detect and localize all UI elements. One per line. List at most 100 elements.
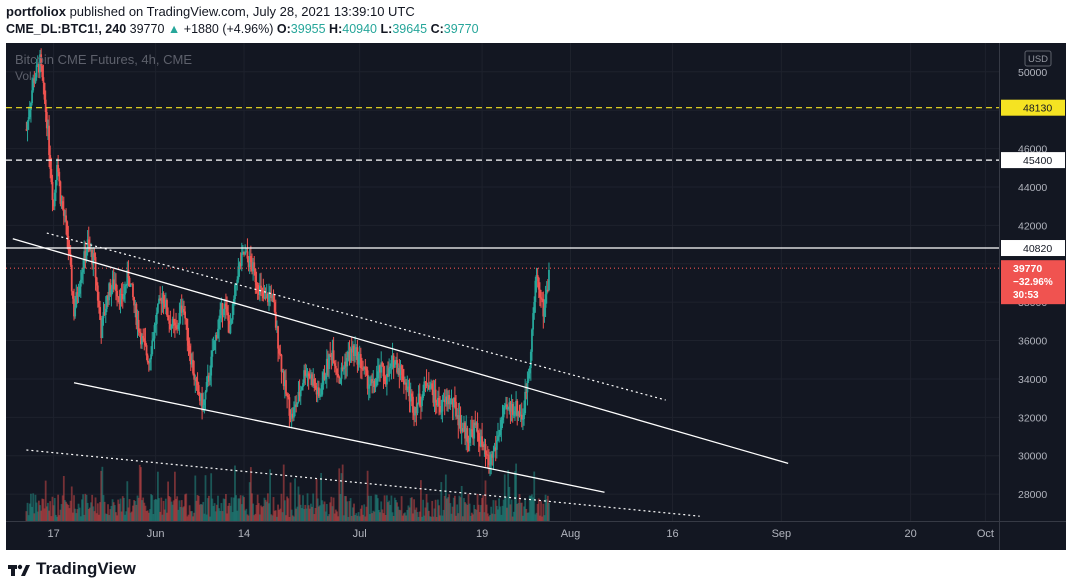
candle-body: [421, 398, 423, 407]
volume-bar: [446, 498, 448, 521]
candle-body: [230, 319, 233, 324]
candle-body: [167, 315, 169, 321]
volume-bar: [414, 509, 417, 521]
volume-bar: [514, 471, 516, 521]
volume-bar: [397, 506, 400, 521]
high-value: 40940: [342, 22, 378, 36]
volume-bar: [332, 497, 335, 521]
candle-body: [32, 78, 35, 91]
volume-bar: [529, 495, 532, 521]
candle-body: [249, 256, 252, 263]
candle-body: [325, 358, 328, 376]
volume-bar: [62, 475, 65, 521]
volume-bar: [359, 508, 362, 521]
volume-bar: [42, 499, 45, 521]
candle-body: [461, 428, 464, 432]
candle-body: [416, 403, 419, 414]
drawings: [6, 107, 999, 517]
candle-body: [127, 269, 130, 278]
volume-bar: [167, 481, 169, 521]
volume-bar: [212, 505, 215, 521]
candle-body: [135, 303, 138, 325]
volume-bar: [475, 509, 478, 521]
volume-bar: [346, 501, 349, 521]
volume-bar: [60, 504, 63, 521]
volume-bar: [443, 495, 446, 521]
candle-body: [136, 319, 139, 325]
volume-bar: [74, 508, 77, 521]
volume-bar: [278, 509, 281, 521]
candle-body: [53, 192, 56, 207]
candle-body: [211, 350, 214, 357]
x-tick-label: 17: [47, 528, 59, 540]
candle-body: [219, 309, 222, 319]
candle-body: [196, 381, 199, 386]
volume-bar: [161, 514, 164, 521]
volume-bar: [452, 497, 455, 521]
candle-body: [482, 445, 485, 447]
candle-body: [128, 277, 131, 287]
candle-body: [273, 302, 276, 312]
candle-body: [76, 292, 79, 297]
candle-body: [31, 90, 33, 103]
candle-body: [192, 359, 194, 374]
volume-bar: [260, 505, 262, 521]
candle-body: [134, 303, 137, 306]
volume-bar: [48, 510, 50, 521]
volume-bar: [407, 505, 410, 521]
candle-body: [238, 262, 241, 267]
volume-bar: [515, 463, 518, 521]
price-chart[interactable]: 2800030000320003400036000380004000042000…: [6, 43, 1066, 550]
volume-bar: [121, 496, 124, 521]
candle-body: [163, 303, 166, 308]
volume-bar: [285, 515, 287, 521]
volume-bar: [337, 516, 340, 521]
candle-body: [448, 395, 451, 405]
candle-body: [222, 308, 225, 316]
volume-bar: [508, 486, 511, 521]
level-badge-label: 40820: [1023, 243, 1052, 255]
volume-bar: [268, 503, 270, 521]
volume-bar: [201, 504, 204, 521]
candle-body: [62, 208, 65, 216]
volume-bar: [519, 502, 522, 521]
candle-body: [297, 391, 300, 403]
candle-body: [450, 398, 453, 400]
volume-bar: [477, 504, 480, 521]
volume-bar: [184, 494, 187, 521]
candle-body: [307, 373, 310, 377]
volume-bar: [362, 514, 364, 521]
last-price-value: 39770: [1013, 263, 1042, 275]
candle-body: [453, 397, 456, 402]
candle-body: [370, 379, 372, 385]
volume-bar: [133, 500, 135, 521]
candle-body: [111, 279, 114, 290]
currency-badge[interactable]: USD: [1028, 54, 1048, 65]
time-axis: 17 Jun 14 Jul 19 Aug 16 Sep 20 Oct: [6, 521, 1066, 540]
candle-body: [299, 389, 302, 397]
candle-body: [81, 272, 83, 280]
volume-bar: [341, 464, 344, 521]
volume-bar: [323, 501, 326, 521]
x-tick-label: 16: [666, 528, 678, 540]
candle-body: [320, 394, 323, 396]
currency-badge-frame[interactable]: [1024, 50, 1052, 67]
volume-bar: [175, 498, 177, 521]
volume-bar: [425, 493, 428, 521]
volume-bar: [105, 514, 108, 521]
volume-bar: [546, 495, 549, 521]
volume-bar: [336, 511, 338, 521]
volume-bar: [303, 509, 306, 521]
volume-bar: [101, 466, 104, 521]
candle-body: [129, 283, 132, 287]
volume-bar: [197, 496, 200, 521]
volume-bar: [53, 498, 56, 521]
author-name[interactable]: portfoliox: [6, 4, 66, 19]
volume-bar: [347, 516, 350, 521]
candle-body: [98, 300, 100, 308]
candle-body: [349, 348, 352, 361]
candle-body: [310, 374, 312, 379]
volume-bar: [436, 499, 439, 521]
chart-area[interactable]: 2800030000320003400036000380004000042000…: [6, 43, 1066, 550]
volume-bar: [481, 497, 483, 521]
